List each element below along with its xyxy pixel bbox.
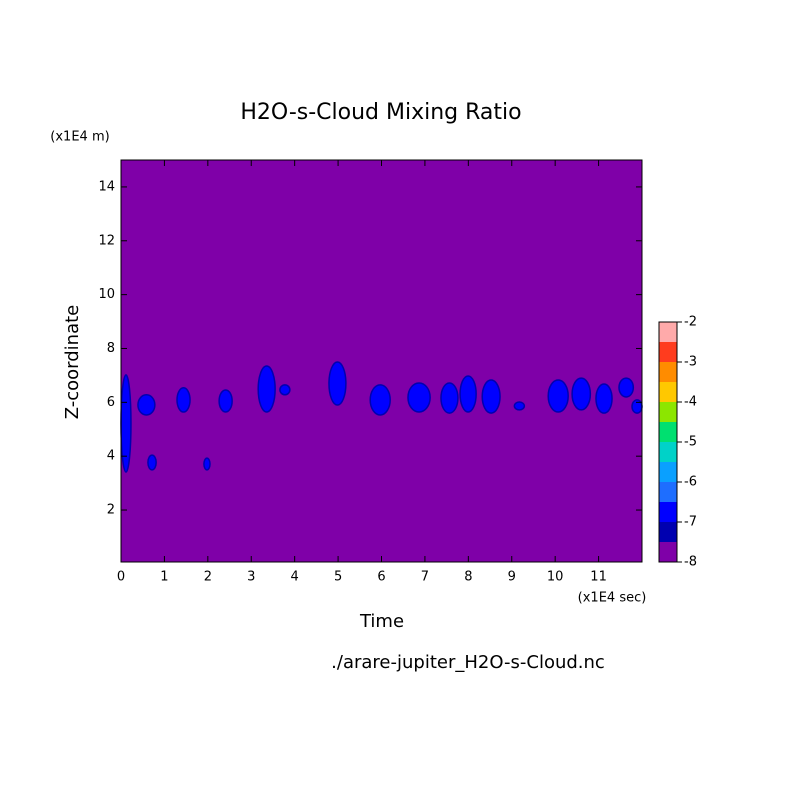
colorbar-band (659, 382, 677, 402)
colorbar-tick-label: -8 (684, 555, 697, 570)
y-tick-label: 10 (98, 287, 115, 302)
contour-region (218, 389, 233, 413)
contour-region (618, 377, 635, 398)
contour-region (203, 457, 211, 471)
x-tick-label: 8 (464, 570, 472, 585)
contour-region (513, 401, 526, 411)
y-tick-label: 14 (98, 179, 115, 194)
x-axis-label: Time (359, 611, 404, 632)
x-tick-label: 3 (247, 570, 255, 585)
contour-region (257, 365, 276, 413)
contour-region (407, 382, 431, 413)
contour-region (481, 379, 501, 414)
y-tick-label: 6 (107, 395, 115, 410)
x-tick-label: 0 (117, 570, 125, 585)
x-tick-label: 6 (377, 570, 385, 585)
colorbar-band (659, 502, 677, 522)
chart-title: H2O-s-Cloud Mixing Ratio (240, 100, 521, 125)
contour-region (547, 379, 569, 413)
colorbar-tick-label: -5 (684, 435, 697, 450)
y-tick-label: 8 (107, 341, 115, 356)
y-tick-label: 12 (98, 233, 115, 248)
colorbar-band (659, 522, 677, 542)
colorbar-tick-label: -3 (684, 355, 697, 370)
colorbar-band (659, 322, 677, 342)
colorbar-band (659, 422, 677, 442)
y-tick-label: 4 (107, 449, 115, 464)
colorbar-tick-label: -2 (684, 315, 697, 330)
colorbar-band (659, 362, 677, 382)
colorbar-band (659, 342, 677, 362)
x-unit: (x1E4 sec) (578, 591, 647, 606)
contour-region (279, 384, 291, 396)
y-unit: (x1E4 m) (50, 130, 109, 145)
y-tick-label: 2 (107, 503, 115, 518)
x-tick-label: 11 (590, 570, 607, 585)
colorbar-band (659, 542, 677, 562)
contour-region (176, 387, 191, 413)
colorbar-tick-label: -7 (684, 515, 697, 530)
contour-region (369, 384, 391, 416)
x-tick-label: 4 (291, 570, 299, 585)
x-tick-label: 2 (204, 570, 212, 585)
y-axis-label: Z-coordinate (62, 305, 83, 420)
contour-region (120, 374, 132, 473)
colorbar-band (659, 402, 677, 422)
contour-background (121, 160, 642, 562)
contour-region (328, 361, 347, 406)
contour-region (595, 383, 613, 414)
contour-region (571, 377, 592, 411)
x-tick-label: 5 (334, 570, 342, 585)
colorbar-band (659, 482, 677, 502)
colorbar-band (659, 462, 677, 482)
contour-region (137, 394, 156, 416)
x-tick-label: 1 (160, 570, 168, 585)
colorbar-tick-label: -4 (684, 395, 697, 410)
x-tick-label: 7 (421, 570, 429, 585)
x-tick-label: 10 (547, 570, 564, 585)
contour-region (440, 382, 459, 414)
source-file: ./arare-jupiter_H2O-s-Cloud.nc (331, 652, 605, 673)
contour-region (147, 454, 157, 471)
contour-region (459, 375, 477, 413)
colorbar-tick-label: -6 (684, 475, 697, 490)
colorbar-band (659, 442, 677, 462)
x-tick-label: 9 (508, 570, 516, 585)
